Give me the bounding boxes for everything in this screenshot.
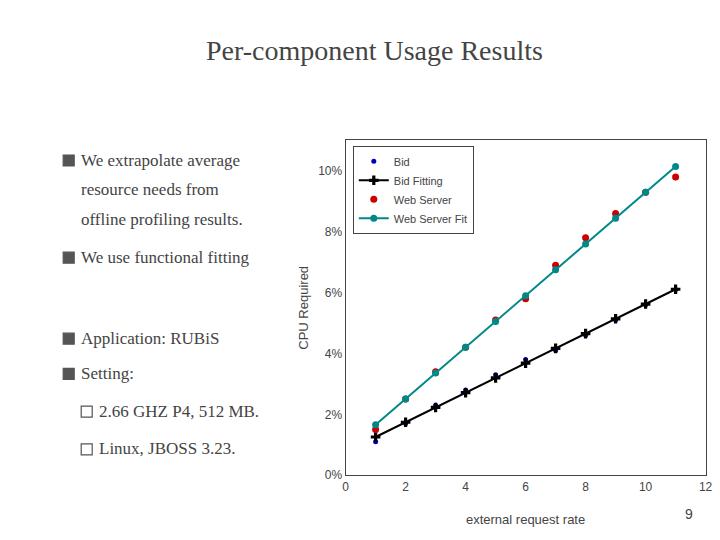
svg-text:Per-component Usage Results: Per-component Usage Results xyxy=(206,35,543,66)
svg-text:4%: 4% xyxy=(325,347,343,361)
svg-text:0%: 0% xyxy=(325,468,343,482)
svg-text:2: 2 xyxy=(402,480,409,494)
svg-text:Web Server Fit: Web Server Fit xyxy=(394,213,467,225)
svg-text:Setting:: Setting: xyxy=(81,364,134,383)
svg-text:Application: RUBiS: Application: RUBiS xyxy=(81,329,219,348)
svg-text:9: 9 xyxy=(685,506,693,522)
svg-text:10%: 10% xyxy=(318,164,342,178)
svg-text:8: 8 xyxy=(582,480,589,494)
svg-text:10: 10 xyxy=(639,480,653,494)
svg-text:resource needs from: resource needs from xyxy=(81,180,219,199)
svg-text:0: 0 xyxy=(342,480,349,494)
svg-text:4: 4 xyxy=(462,480,469,494)
svg-text:8%: 8% xyxy=(325,225,343,239)
svg-text:6%: 6% xyxy=(325,286,343,300)
svg-text:offline profiling results.: offline profiling results. xyxy=(81,210,243,229)
svg-text:2.66 GHZ P4, 512 MB.: 2.66 GHZ P4, 512 MB. xyxy=(99,402,259,421)
svg-text:Linux, JBOSS 3.23.: Linux, JBOSS 3.23. xyxy=(99,439,236,458)
svg-text:Web Server: Web Server xyxy=(394,194,452,206)
svg-text:We extrapolate average: We extrapolate average xyxy=(81,151,240,170)
svg-text:Bid: Bid xyxy=(394,156,410,168)
svg-text:12: 12 xyxy=(699,480,713,494)
svg-text:We use functional fitting: We use functional fitting xyxy=(81,248,250,267)
svg-text:external request rate: external request rate xyxy=(466,512,585,527)
svg-text:Bid Fitting: Bid Fitting xyxy=(394,175,443,187)
svg-text:6: 6 xyxy=(522,480,529,494)
svg-text:CPU Required: CPU Required xyxy=(296,266,311,350)
svg-text:2%: 2% xyxy=(325,408,343,422)
